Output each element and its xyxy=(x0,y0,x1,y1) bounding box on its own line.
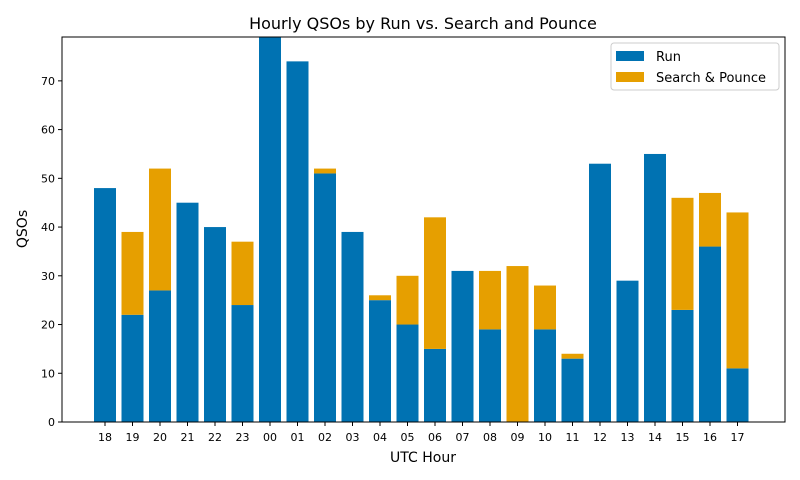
bar-run-05 xyxy=(396,324,419,422)
x-tick-label: 02 xyxy=(318,431,332,444)
x-tick-label: 03 xyxy=(346,431,360,444)
y-tick-label: 40 xyxy=(41,221,55,234)
bar-search-pounce-19 xyxy=(121,231,144,315)
x-tick-label: 04 xyxy=(373,431,387,444)
legend-label: Search & Pounce xyxy=(656,71,766,86)
x-tick-label: 19 xyxy=(126,431,140,444)
bar-search-pounce-23 xyxy=(231,241,254,306)
bar-run-19 xyxy=(121,314,144,422)
y-axis-label: QSOs xyxy=(15,210,31,248)
x-tick-label: 13 xyxy=(621,431,635,444)
y-tick-label: 50 xyxy=(41,172,55,185)
bar-run-18 xyxy=(94,188,116,422)
x-tick-label: 15 xyxy=(676,431,690,444)
x-tick-label: 06 xyxy=(428,431,442,444)
x-tick-label: 18 xyxy=(98,431,112,444)
x-tick-label: 05 xyxy=(401,431,415,444)
bar-run-06 xyxy=(424,348,446,422)
legend-swatch xyxy=(616,72,644,82)
y-tick-label: 10 xyxy=(41,367,55,380)
y-tick-label: 70 xyxy=(41,75,55,88)
bar-run-21 xyxy=(176,202,199,422)
bar-search-pounce-15 xyxy=(671,197,694,310)
x-tick-label: 11 xyxy=(566,431,580,444)
x-tick-label: 20 xyxy=(153,431,167,444)
x-tick-label: 09 xyxy=(511,431,525,444)
bar-search-pounce-09 xyxy=(506,266,529,422)
bar-run-04 xyxy=(369,300,391,422)
legend-box xyxy=(610,42,780,91)
bar-search-pounce-02 xyxy=(314,168,336,174)
bar-search-pounce-04 xyxy=(369,295,391,301)
x-tick-label: 16 xyxy=(703,431,717,444)
x-axis-label: UTC Hour xyxy=(390,450,456,466)
bar-run-07 xyxy=(451,270,474,422)
bar-run-00 xyxy=(259,37,281,422)
bar-run-16 xyxy=(699,246,721,422)
legend-label: Run xyxy=(656,50,681,65)
bar-search-pounce-10 xyxy=(534,285,556,330)
x-tick-label: 17 xyxy=(731,431,745,444)
legend: Run Search & Pounce xyxy=(610,42,780,91)
bar-run-23 xyxy=(231,305,254,422)
legend-swatch xyxy=(616,51,644,61)
chart-title: Hourly QSOs by Run vs. Search and Pounce xyxy=(249,14,597,33)
y-tick-label: 30 xyxy=(41,270,55,283)
y-axis: 0 10 20 30 40 50 60 70 xyxy=(41,75,62,429)
bar-run-15 xyxy=(671,309,694,422)
bar-run-12 xyxy=(589,163,611,422)
x-tick-label: 10 xyxy=(538,431,552,444)
x-tick-label: 01 xyxy=(291,431,305,444)
x-axis: 18 19 20 21 22 23 00 01 02 03 04 05 06 07 08 09 10 11 12 13… xyxy=(98,422,745,444)
bar-search-pounce-17 xyxy=(726,212,749,369)
plot-frame xyxy=(61,36,786,423)
bar-search-pounce-05 xyxy=(396,275,419,325)
x-tick-label: 07 xyxy=(456,431,470,444)
bar-run-14 xyxy=(644,153,666,422)
x-tick-label: 12 xyxy=(593,431,607,444)
bar-search-pounce-11 xyxy=(561,353,584,359)
bar-run-20 xyxy=(149,290,171,422)
x-tick-label: 00 xyxy=(263,431,277,444)
bar-run-10 xyxy=(534,329,556,422)
bar-run-01 xyxy=(286,61,309,422)
x-tick-label: 14 xyxy=(648,431,662,444)
bar-search-pounce-20 xyxy=(149,168,171,291)
bars-layer xyxy=(94,37,749,422)
y-tick-label: 60 xyxy=(41,124,55,137)
bar-run-08 xyxy=(479,329,501,422)
y-tick-label: 20 xyxy=(41,319,55,332)
bar-search-pounce-06 xyxy=(424,217,446,349)
bar-run-13 xyxy=(616,280,639,422)
x-tick-label: 23 xyxy=(236,431,250,444)
x-tick-label: 08 xyxy=(483,431,497,444)
x-tick-label: 21 xyxy=(181,431,195,444)
bar-run-17 xyxy=(726,368,749,422)
bar-search-pounce-08 xyxy=(479,270,501,330)
bar-run-03 xyxy=(341,231,364,422)
bar-run-02 xyxy=(314,173,336,422)
bar-search-pounce-16 xyxy=(699,192,721,247)
x-tick-label: 22 xyxy=(208,431,222,444)
y-tick-label: 0 xyxy=(48,416,55,429)
bar-run-11 xyxy=(561,358,584,422)
bar-run-22 xyxy=(204,227,226,422)
